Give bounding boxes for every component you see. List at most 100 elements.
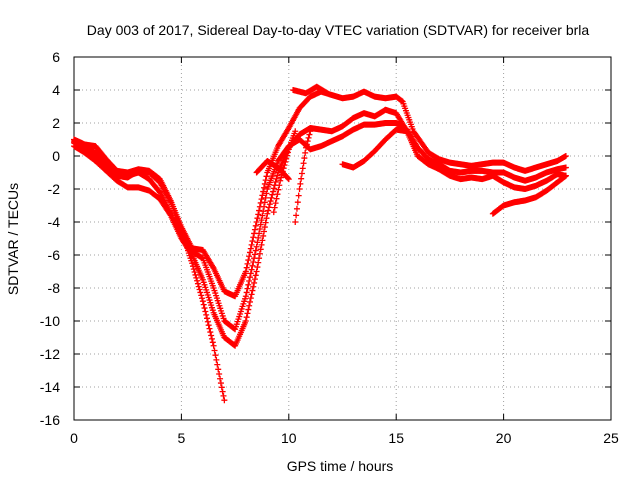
data-point (259, 192, 266, 199)
data-point (215, 366, 222, 373)
data-point (263, 215, 270, 222)
data-point (197, 289, 204, 296)
data-point (243, 289, 250, 296)
data-point (254, 215, 261, 222)
data-point (212, 352, 219, 359)
data-point (298, 170, 305, 177)
data-point (250, 283, 257, 290)
data-point (324, 90, 331, 97)
x-axis-label: GPS time / hours (287, 458, 394, 474)
data-point (217, 380, 224, 387)
data-point (274, 191, 281, 198)
data-point (220, 392, 227, 399)
data-point (263, 173, 270, 180)
y-tick-label: 4 (52, 82, 60, 98)
data-point (203, 311, 210, 318)
data-point (300, 160, 307, 167)
data-point (255, 234, 262, 241)
data-point (252, 222, 259, 229)
data-point (196, 286, 203, 293)
y-tick-label: -2 (48, 181, 61, 197)
data-point (251, 276, 258, 283)
data-point (269, 191, 276, 198)
data-point (273, 195, 280, 202)
data-point (245, 306, 252, 313)
data-point (207, 329, 214, 336)
data-point (190, 266, 197, 273)
data-point (218, 384, 225, 391)
data-point (210, 342, 217, 349)
y-tick-label: -8 (48, 280, 61, 296)
data-point (264, 210, 271, 217)
data-point (255, 211, 262, 218)
data-point (292, 128, 299, 135)
data-point (201, 305, 208, 312)
x-tick-label: 10 (281, 430, 297, 446)
data-point (259, 212, 266, 219)
data-series (71, 88, 569, 300)
data-point (261, 184, 268, 191)
x-tick-label: 15 (388, 430, 404, 446)
data-point (562, 153, 569, 159)
data-point (271, 204, 278, 211)
data-point (244, 285, 251, 292)
data-point (245, 281, 252, 288)
data-point (259, 237, 266, 244)
data-point (206, 325, 213, 332)
data-point (302, 144, 309, 151)
data-point (261, 180, 268, 187)
data-point (257, 246, 264, 253)
data-point (251, 279, 258, 286)
data-series (489, 172, 569, 217)
y-tick-label: 0 (52, 148, 60, 164)
data-point (243, 264, 250, 271)
data-point (303, 141, 310, 148)
data-point (260, 232, 267, 239)
data-point (307, 128, 314, 135)
data-point (304, 138, 311, 145)
data-point (562, 172, 569, 179)
y-tick-label: -4 (48, 214, 61, 230)
y-tick-label: -6 (48, 247, 61, 263)
data-point (247, 245, 254, 252)
data-point (562, 173, 569, 180)
data-point (294, 199, 301, 206)
data-point (246, 274, 253, 281)
data-point (199, 298, 206, 305)
data-point (272, 200, 279, 207)
data-point (305, 134, 312, 141)
data-point (298, 175, 305, 182)
data-point (199, 295, 206, 302)
chart-title: Day 003 of 2017, Sidereal Day-to-day VTE… (87, 22, 590, 38)
data-point (242, 293, 249, 300)
data-point (267, 198, 274, 205)
data-point (253, 219, 260, 225)
data-point (256, 230, 263, 237)
data-point (295, 192, 302, 199)
plot-frame (73, 56, 612, 421)
data-point (278, 171, 285, 178)
data-point (246, 302, 253, 309)
data-point (217, 375, 224, 382)
data-point (219, 388, 226, 395)
data-point (283, 155, 290, 162)
data-point (249, 238, 256, 245)
data-point (280, 165, 287, 172)
data-point (268, 194, 275, 201)
data-point (244, 260, 251, 267)
y-tick-label: -14 (40, 379, 60, 395)
data-point (242, 318, 249, 324)
data-point (251, 255, 258, 262)
data-point (306, 131, 313, 138)
data-point (257, 221, 264, 228)
data-point (242, 268, 249, 275)
data-point (248, 241, 255, 248)
data-point (249, 262, 256, 269)
data-point (284, 152, 291, 159)
data-point (279, 168, 286, 175)
data-point (293, 212, 300, 219)
data-point (254, 264, 261, 271)
data-series (292, 128, 314, 225)
data-point (247, 270, 254, 277)
